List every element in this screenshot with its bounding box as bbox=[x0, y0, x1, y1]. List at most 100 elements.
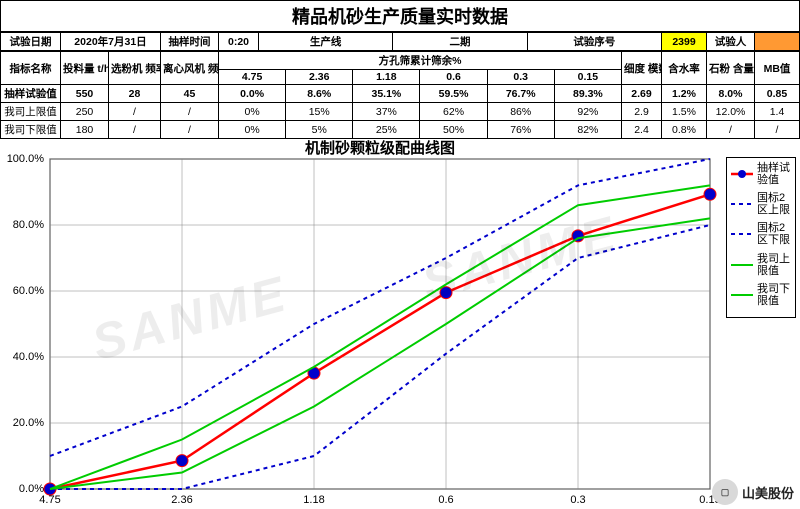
title-bar: 精品机砂生产质量实时数据 bbox=[0, 0, 800, 32]
data-table: 指标名称 投料量 t/h 选粉机 频率HZ 离心风机 频率HZ 方孔筛累计筛余%… bbox=[0, 51, 800, 139]
legend-item: 我司上限值 bbox=[731, 253, 791, 277]
table-cell: / bbox=[109, 121, 161, 139]
info-header-table: 试验日期 2020年7月31日 抽样时间 0:20 生产线 二期 试验序号 23… bbox=[0, 32, 800, 51]
table-cell: 2.69 bbox=[622, 85, 662, 103]
legend-label: 我司下限值 bbox=[757, 283, 791, 307]
col-powder: 选粉机 频率HZ bbox=[109, 52, 161, 85]
lbl-prod-line: 生产线 bbox=[259, 33, 393, 51]
svg-text:60.0%: 60.0% bbox=[13, 285, 44, 297]
col-feed: 投料量 t/h bbox=[61, 52, 109, 85]
col-sieve: 1.18 bbox=[353, 70, 420, 85]
table-cell: 2.9 bbox=[622, 103, 662, 121]
svg-text:0.6: 0.6 bbox=[438, 494, 453, 506]
legend-item: 我司下限值 bbox=[731, 283, 791, 307]
col-sieve: 2.36 bbox=[286, 70, 353, 85]
legend-label: 抽样试验值 bbox=[757, 162, 791, 186]
table-cell: 0% bbox=[219, 121, 286, 139]
table-cell: 0.0% bbox=[219, 85, 286, 103]
table-cell: 0% bbox=[219, 103, 286, 121]
col-header-row-1: 指标名称 投料量 t/h 选粉机 频率HZ 离心风机 频率HZ 方孔筛累计筛余%… bbox=[1, 52, 800, 70]
table-cell: 8.6% bbox=[286, 85, 353, 103]
table-cell: 92% bbox=[554, 103, 621, 121]
table-cell: 25% bbox=[353, 121, 420, 139]
svg-text:机制砂颗粒级配曲线图: 机制砂颗粒级配曲线图 bbox=[305, 139, 455, 157]
svg-text:100.0%: 100.0% bbox=[7, 153, 45, 165]
table-cell: 2.4 bbox=[622, 121, 662, 139]
col-sieve-group: 方孔筛累计筛余% bbox=[219, 52, 622, 70]
table-cell: 89.3% bbox=[554, 85, 621, 103]
val-tester bbox=[755, 33, 800, 51]
lbl-tester: 试验人 bbox=[707, 33, 755, 51]
table-cell: 12.0% bbox=[707, 103, 755, 121]
col-sieve: 4.75 bbox=[219, 70, 286, 85]
svg-text:1.18: 1.18 bbox=[303, 494, 324, 506]
table-cell: 我司上限值 bbox=[1, 103, 61, 121]
table-cell: 5% bbox=[286, 121, 353, 139]
svg-text:0.3: 0.3 bbox=[570, 494, 585, 506]
legend-label: 国标2区下限 bbox=[757, 222, 791, 246]
table-row: 我司上限值250//0%15%37%62%86%92%2.91.5%12.0%1… bbox=[1, 103, 800, 121]
legend-label: 我司上限值 bbox=[757, 253, 791, 277]
table-row: 我司下限值180//0%5%25%50%76%82%2.40.8%// bbox=[1, 121, 800, 139]
table-cell: 50% bbox=[420, 121, 487, 139]
table-cell: 76% bbox=[487, 121, 554, 139]
table-cell: 59.5% bbox=[420, 85, 487, 103]
table-row: 抽样试验值55028450.0%8.6%35.1%59.5%76.7%89.3%… bbox=[1, 85, 800, 103]
col-sieve: 0.15 bbox=[554, 70, 621, 85]
table-cell: 1.4 bbox=[755, 103, 800, 121]
val-prod-line: 二期 bbox=[393, 33, 527, 51]
legend-item: 国标2区下限 bbox=[731, 222, 791, 246]
col-mb: MB值 bbox=[755, 52, 800, 85]
col-fan: 离心风机 频率HZ bbox=[161, 52, 219, 85]
table-cell: 0.85 bbox=[755, 85, 800, 103]
lbl-test-date: 试验日期 bbox=[1, 33, 61, 51]
svg-text:2.36: 2.36 bbox=[171, 494, 192, 506]
table-cell: 76.7% bbox=[487, 85, 554, 103]
col-fineness: 细度 模数 bbox=[622, 52, 662, 85]
table-cell: 1.5% bbox=[662, 103, 707, 121]
chart-container: SANME SANME 机制砂颗粒级配曲线图0.0%20.0%40.0%60.0… bbox=[0, 139, 800, 509]
table-cell: 62% bbox=[420, 103, 487, 121]
col-sieve: 0.6 bbox=[420, 70, 487, 85]
table-cell: 37% bbox=[353, 103, 420, 121]
col-water: 含水率 bbox=[662, 52, 707, 85]
legend-label: 国标2区上限 bbox=[757, 192, 791, 216]
col-name: 指标名称 bbox=[1, 52, 61, 85]
table-cell: 0.8% bbox=[662, 121, 707, 139]
brand-icon: ▢ bbox=[712, 479, 738, 505]
table-cell: / bbox=[755, 121, 800, 139]
chart-legend: 抽样试验值国标2区上限国标2区下限我司上限值我司下限值 bbox=[726, 157, 796, 318]
gradation-chart: 机制砂颗粒级配曲线图0.0%20.0%40.0%60.0%80.0%100.0%… bbox=[0, 139, 800, 509]
table-cell: 550 bbox=[61, 85, 109, 103]
col-stone: 石粉 含量 bbox=[707, 52, 755, 85]
col-sieve: 0.3 bbox=[487, 70, 554, 85]
table-cell: 15% bbox=[286, 103, 353, 121]
svg-text:4.75: 4.75 bbox=[39, 494, 60, 506]
svg-text:80.0%: 80.0% bbox=[13, 219, 44, 231]
legend-item: 国标2区上限 bbox=[731, 192, 791, 216]
svg-text:40.0%: 40.0% bbox=[13, 351, 44, 363]
legend-item: 抽样试验值 bbox=[731, 162, 791, 186]
val-sample-time: 0:20 bbox=[219, 33, 259, 51]
table-cell: 82% bbox=[554, 121, 621, 139]
lbl-test-no: 试验序号 bbox=[527, 33, 661, 51]
table-cell: / bbox=[161, 103, 219, 121]
table-cell: 1.2% bbox=[662, 85, 707, 103]
table-cell: 我司下限值 bbox=[1, 121, 61, 139]
table-cell: 45 bbox=[161, 85, 219, 103]
table-cell: 250 bbox=[61, 103, 109, 121]
table-cell: 180 bbox=[61, 121, 109, 139]
table-cell: 抽样试验值 bbox=[1, 85, 61, 103]
table-cell: / bbox=[161, 121, 219, 139]
table-cell: 8.0% bbox=[707, 85, 755, 103]
val-test-no: 2399 bbox=[662, 33, 707, 51]
table-cell: 86% bbox=[487, 103, 554, 121]
brand-text: 山美股份 bbox=[742, 483, 794, 502]
lbl-sample-time: 抽样时间 bbox=[161, 33, 219, 51]
table-cell: 35.1% bbox=[353, 85, 420, 103]
page-title: 精品机砂生产质量实时数据 bbox=[1, 1, 799, 31]
table-cell: / bbox=[707, 121, 755, 139]
val-test-date: 2020年7月31日 bbox=[61, 33, 161, 51]
table-cell: 28 bbox=[109, 85, 161, 103]
footer-brand: ▢ 山美股份 bbox=[712, 479, 794, 505]
